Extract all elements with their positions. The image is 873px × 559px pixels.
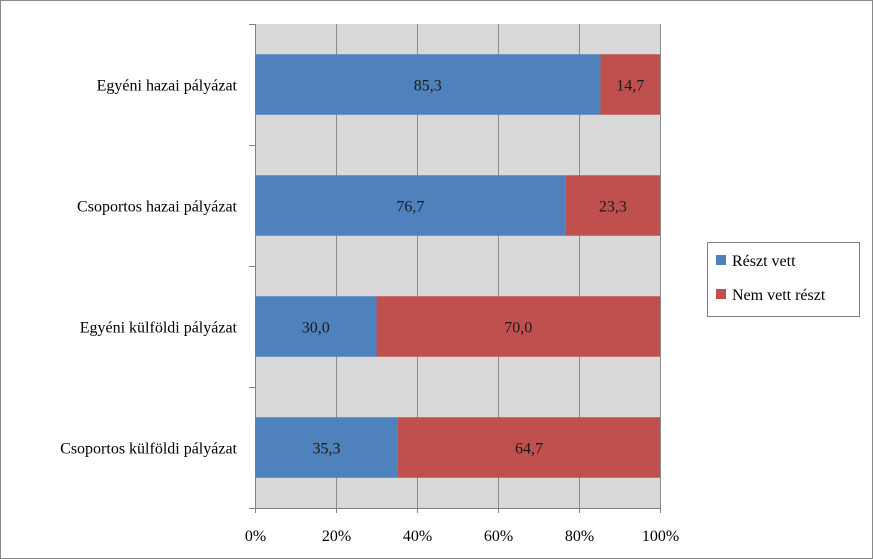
category-label: Egyéni hazai pályázat — [97, 78, 238, 95]
bar-nem-vett-reszt — [600, 54, 660, 115]
bar-reszt-vett — [255, 417, 398, 478]
bar-nem-vett-reszt — [565, 175, 660, 236]
bar-reszt-vett — [255, 175, 566, 236]
x-tick-label: 40% — [403, 528, 432, 545]
data-label: 85,3 — [414, 78, 442, 95]
bar-reszt-vett — [255, 54, 601, 115]
x-tick-label: 60% — [484, 528, 513, 545]
data-label: 70,0 — [504, 320, 532, 337]
legend-box — [707, 242, 860, 317]
x-tick-label: 80% — [565, 528, 594, 545]
category-label: Csoportos külföldi pályázat — [60, 441, 237, 458]
labels: 0% 20% 40% 60% 80% 100% 85,3 14,7 Egyéni hazai p… — [60, 78, 679, 546]
bar-reszt-vett — [255, 296, 377, 357]
legend-label: Részt vett — [732, 253, 796, 270]
data-label: 35,3 — [312, 441, 340, 458]
legend: Részt vett Nem vett részt — [707, 242, 860, 317]
legend-swatch — [716, 255, 726, 265]
category-label: Csoportos hazai pályázat — [77, 199, 238, 216]
legend-swatch — [716, 289, 726, 299]
data-label: 23,3 — [599, 199, 627, 216]
data-label: 64,7 — [515, 441, 543, 458]
x-tick-label: 20% — [322, 528, 351, 545]
x-tick-label: 100% — [642, 528, 679, 545]
data-label: 76,7 — [396, 199, 424, 216]
category-label: Egyéni külföldi pályázat — [80, 320, 238, 337]
bar-nem-vett-reszt — [376, 296, 660, 357]
data-label: 30,0 — [302, 320, 330, 337]
bars — [255, 54, 660, 478]
x-tick-label: 0% — [245, 528, 266, 545]
legend-label: Nem vett részt — [732, 287, 826, 304]
data-label: 14,7 — [616, 78, 644, 95]
bar-nem-vett-reszt — [397, 417, 660, 478]
